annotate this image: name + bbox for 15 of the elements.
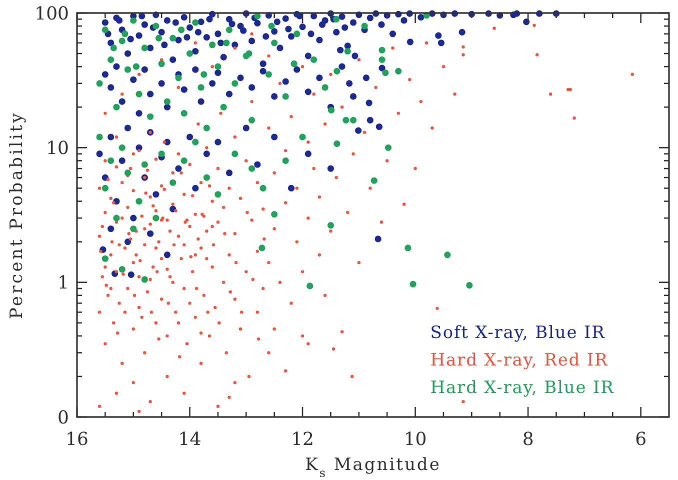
x-tick-label: 8: [522, 429, 534, 450]
x-tick-label: 12: [291, 429, 314, 450]
text: Hard X-ray, Red IR: [430, 350, 608, 370]
x-tick-label: 6: [635, 429, 647, 450]
text: Soft X-ray, Blue IR: [430, 323, 606, 343]
y-axis-title: Percent Probability: [7, 111, 27, 319]
x-axis-title: K$_{s}$ Magnitude: [305, 455, 441, 480]
text: Hard X-ray, Blue IR: [430, 378, 615, 398]
x-tick-label: 14: [178, 429, 202, 450]
y-tick-label: 100: [34, 3, 69, 24]
x-tick-label: 10: [404, 429, 427, 450]
y-tick-label: 1: [58, 272, 69, 294]
x-tick-label: 16: [66, 429, 88, 450]
y-tick-label: 0: [58, 407, 69, 428]
y-tick-label: 10: [46, 138, 69, 159]
